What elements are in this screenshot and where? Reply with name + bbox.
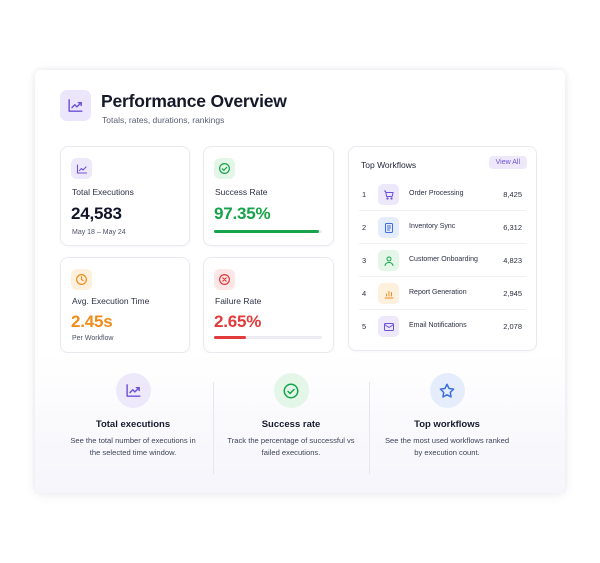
- failure-rate-card[interactable]: Failure Rate 2.65%: [203, 257, 334, 353]
- cart-icon: [378, 184, 399, 205]
- workflow-count: 4,823: [503, 256, 522, 265]
- feature-description: Track the percentage of successful vs fa…: [227, 436, 355, 457]
- divider: [213, 382, 214, 474]
- total-executions-date-range: May 18 – May 24: [72, 229, 126, 236]
- x-circle-icon: [214, 269, 235, 290]
- workflow-name: Email Notifications: [409, 322, 467, 329]
- total-executions-card[interactable]: Total Executions 24,583 May 18 – May 24: [60, 146, 190, 246]
- bar-chart-icon: [378, 283, 399, 304]
- workflow-count: 2,945: [503, 289, 522, 298]
- success-rate-card[interactable]: Success Rate 97.35%: [203, 146, 334, 246]
- success-rate-label: Success Rate: [215, 187, 268, 197]
- document-icon: [378, 217, 399, 238]
- workflow-rank: 2: [362, 223, 367, 232]
- feature-title: Total executions: [95, 419, 171, 430]
- top-workflows-title: Top Workflows: [361, 160, 417, 170]
- feature-title: Success rate: [261, 419, 321, 430]
- workflow-name: Customer Onboarding: [409, 256, 478, 263]
- success-rate-progress-track: [214, 230, 322, 233]
- total-executions-value: 24,583: [71, 204, 122, 223]
- user-icon: [378, 250, 399, 271]
- workflow-row[interactable]: 3 Customer Onboarding 4,823: [359, 245, 526, 277]
- total-executions-label: Total Executions: [72, 187, 134, 197]
- mail-icon: [378, 316, 399, 337]
- failure-rate-progress-track: [214, 336, 322, 339]
- page-subtitle: Totals, rates, durations, rankings: [102, 115, 225, 125]
- workflow-name: Report Generation: [409, 289, 467, 296]
- workflow-name: Inventory Sync: [409, 223, 456, 230]
- workflow-rank: 4: [362, 289, 367, 298]
- workflow-row[interactable]: 1 Order Processing 8,425: [359, 179, 526, 211]
- failure-rate-progress-fill: [214, 336, 247, 339]
- workflow-count: 2,078: [503, 322, 522, 331]
- workflow-row[interactable]: 5 Email Notifications 2,078: [359, 311, 526, 343]
- workflow-count: 8,425: [503, 190, 522, 199]
- trend-up-icon: [115, 373, 151, 408]
- performance-overview-panel: Performance Overview Totals, rates, dura…: [35, 70, 565, 493]
- feature-success-rate: Success rate Track the percentage of suc…: [216, 373, 366, 459]
- avg-execution-time-label: Avg. Execution Time: [72, 296, 150, 306]
- clock-icon: [71, 269, 92, 290]
- workflow-rank: 5: [362, 322, 367, 331]
- failure-rate-label: Failure Rate: [215, 296, 262, 306]
- trend-up-icon: [71, 158, 92, 179]
- trend-up-icon: [60, 90, 91, 121]
- feature-title: Top workflows: [414, 419, 480, 430]
- divider: [369, 382, 370, 474]
- check-circle-icon: [273, 373, 309, 408]
- top-workflows-card: Top Workflows View All 1 Order Processin…: [348, 146, 537, 351]
- feature-description: See the total number of executions in th…: [70, 436, 196, 457]
- workflow-count: 6,312: [503, 223, 522, 232]
- feature-total-executions: Total executions See the total number of…: [58, 373, 208, 459]
- workflow-row[interactable]: 2 Inventory Sync 6,312: [359, 212, 526, 244]
- workflow-rank: 3: [362, 256, 367, 265]
- workflow-name: Order Processing: [409, 190, 464, 197]
- failure-rate-value: 2.65%: [214, 312, 262, 331]
- success-rate-progress-fill: [214, 230, 320, 233]
- avg-execution-time-value: 2.45s: [71, 312, 113, 331]
- avg-execution-time-card[interactable]: Avg. Execution Time 2.45s Per Workflow: [60, 257, 190, 353]
- workflow-row[interactable]: 4 Report Generation 2,945: [359, 278, 526, 310]
- feature-description: See the most used workflows ranked by ex…: [384, 436, 510, 457]
- view-all-button[interactable]: View All: [488, 156, 527, 169]
- workflow-rank: 1: [362, 190, 367, 199]
- page-title: Performance Overview: [101, 91, 287, 111]
- avg-execution-time-note: Per Workflow: [72, 335, 114, 342]
- star-icon: [429, 373, 465, 408]
- feature-top-workflows: Top workflows See the most used workflow…: [372, 373, 522, 459]
- check-circle-icon: [214, 158, 235, 179]
- success-rate-value: 97.35%: [214, 204, 271, 223]
